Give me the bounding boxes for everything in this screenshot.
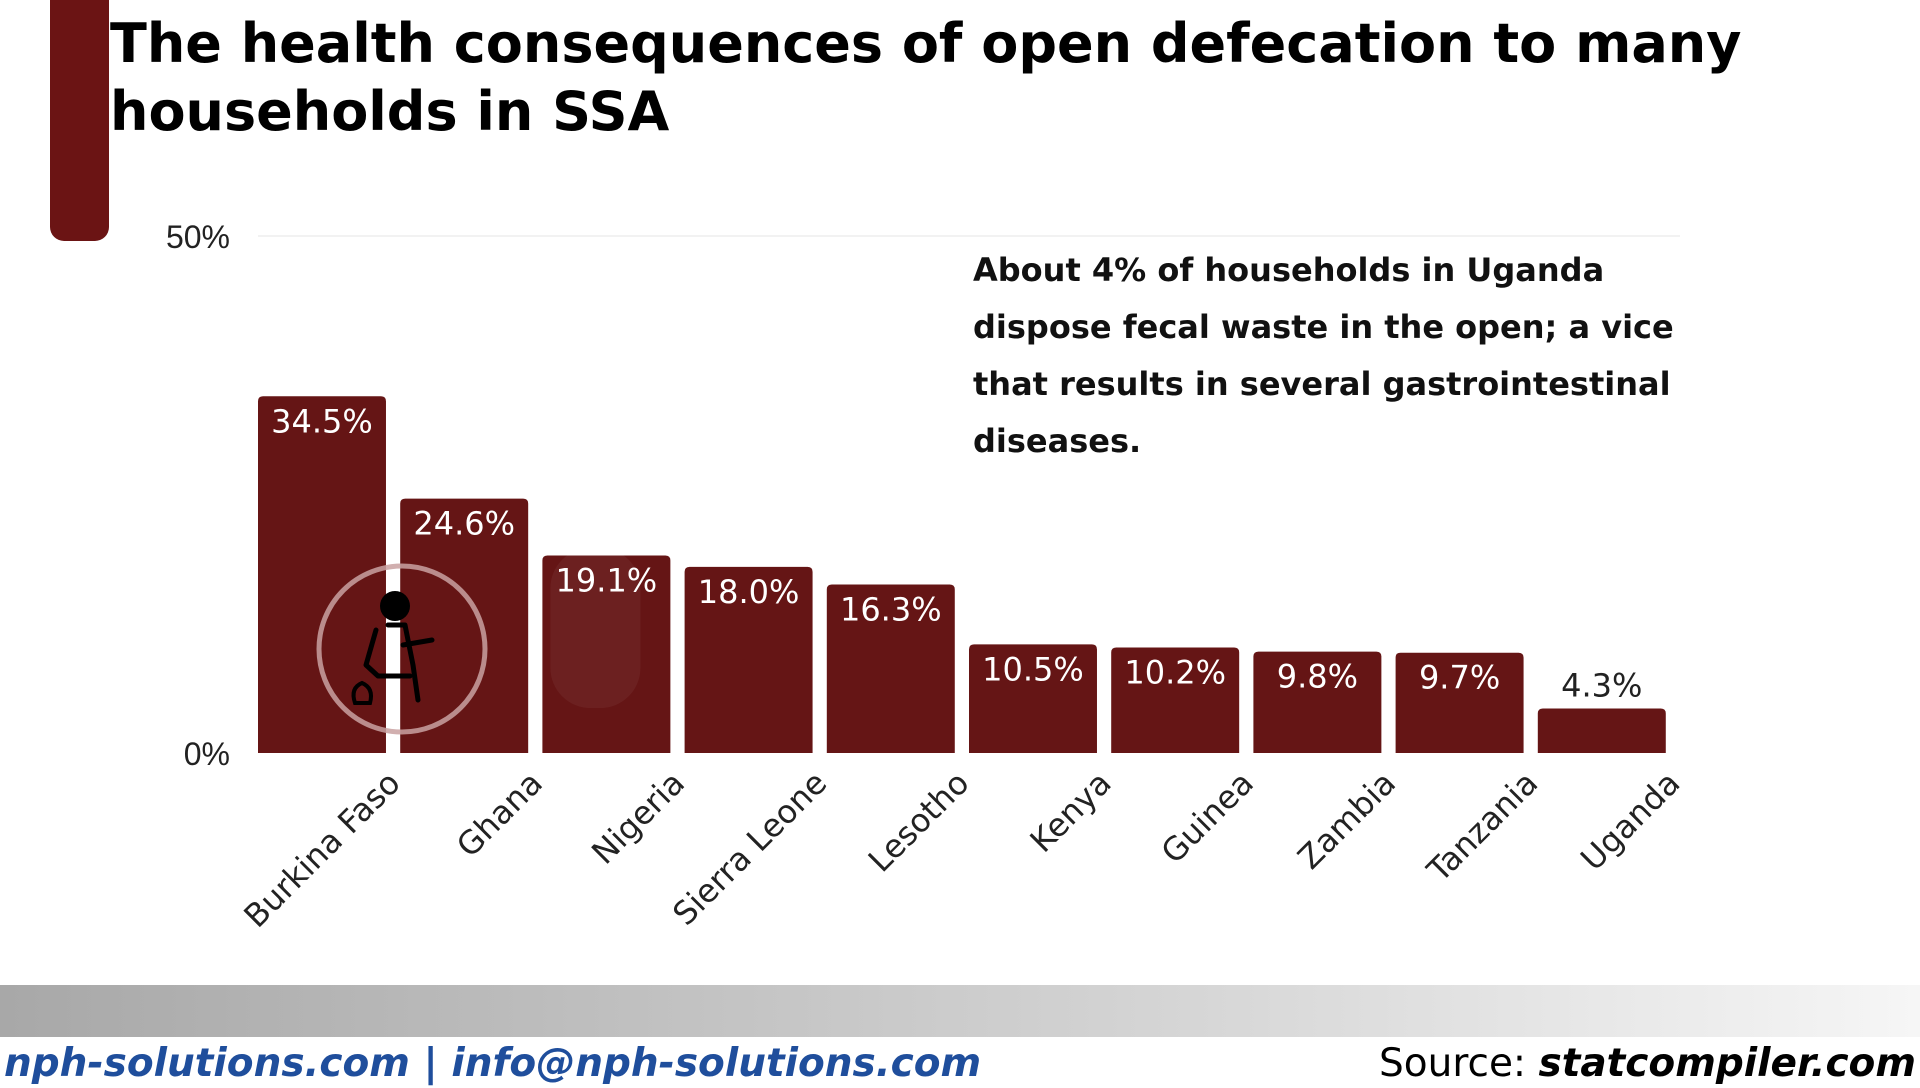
bar <box>1537 708 1666 753</box>
footer-contact: nph-solutions.com | info@nph-solutions.c… <box>4 1041 982 1086</box>
bar-value-label: 9.8% <box>1277 658 1358 696</box>
bar-value-label: 9.7% <box>1419 659 1500 697</box>
x-tick-label: Ghana <box>449 764 550 865</box>
footer-source: Source: statcompiler.com <box>1379 1040 1916 1088</box>
bar-value-label: 16.3% <box>840 590 942 628</box>
bar-value-label: 10.2% <box>1124 654 1226 692</box>
icon-waste <box>351 680 373 705</box>
icon-ring <box>316 563 488 735</box>
bar <box>1253 651 1382 753</box>
x-tick-label: Burkina Faso <box>236 764 407 935</box>
open-defecation-icon <box>316 563 488 735</box>
bar <box>684 566 813 753</box>
x-tick-label: Nigeria <box>584 764 692 872</box>
icon-body <box>363 622 435 703</box>
annotation-text: About 4% of households in Uganda dispose… <box>973 251 1674 460</box>
bar <box>1395 652 1524 753</box>
x-tick-label: Lesotho <box>861 764 977 880</box>
icon-head <box>380 591 410 621</box>
title-accent-bar <box>50 0 109 241</box>
x-tick-label: Kenya <box>1023 764 1119 860</box>
y-tick-label: 0% <box>184 736 230 772</box>
bar-chart: 0% 50% 34.5% 24.6% 19.1% 18.0% 16.3% 10.5% 10.2%… <box>166 219 1687 935</box>
bar-value-label: 34.5% <box>271 402 373 440</box>
source-label: Source: <box>1378 1041 1527 1086</box>
bar <box>969 644 1097 753</box>
bar <box>1111 647 1240 753</box>
x-tick-label: Zambia <box>1290 764 1403 877</box>
bar-value-label: 10.5% <box>982 650 1084 688</box>
footer-band <box>0 985 1920 1037</box>
bar <box>400 498 529 753</box>
x-tick-label: Sierra Leone <box>665 764 834 933</box>
source-value: statcompiler.com <box>1538 1041 1916 1086</box>
bar <box>258 396 386 753</box>
x-tick-label: Uganda <box>1573 764 1687 878</box>
bar-value-label: 18.0% <box>698 573 800 611</box>
bar-value-label: 24.6% <box>413 505 515 543</box>
bar-value-label: 4.3% <box>1561 667 1642 705</box>
x-tick-label: Tanzania <box>1419 764 1545 890</box>
x-tick-label: Guinea <box>1154 764 1261 871</box>
bar-value-label: 19.1% <box>556 562 658 600</box>
bar-highlight <box>550 548 641 708</box>
bar <box>826 584 955 753</box>
bar <box>542 555 671 753</box>
y-tick-label: 50% <box>166 219 230 255</box>
chart-title: The health consequences of open defecati… <box>110 12 1742 143</box>
